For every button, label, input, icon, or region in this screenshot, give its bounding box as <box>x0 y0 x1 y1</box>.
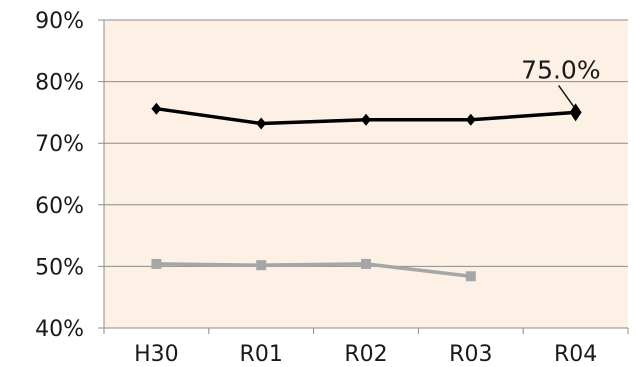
data-point <box>361 113 371 126</box>
data-point <box>465 113 476 126</box>
y-tick-label: 90% <box>35 9 84 34</box>
data-point <box>256 260 267 271</box>
data-point <box>256 117 267 130</box>
x-tick-label: R03 <box>449 342 492 367</box>
annotation-leader-line <box>557 84 575 107</box>
series-line <box>156 262 472 278</box>
data-point <box>151 102 162 115</box>
data-point <box>569 103 582 122</box>
y-tick-label: 70% <box>35 132 84 157</box>
x-tick-label: H30 <box>134 342 179 367</box>
y-tick-label: 40% <box>35 317 84 342</box>
y-tick-label: 50% <box>35 255 84 280</box>
data-point <box>361 258 371 269</box>
x-tick-label: R02 <box>344 342 387 367</box>
labels: 75.0% <box>521 55 601 107</box>
data-point <box>465 271 476 282</box>
axes: 40% 50% 60% 70% 80% 90% H30 R01 R02 R03 R04 <box>35 9 629 367</box>
x-tick-label: R04 <box>554 342 597 367</box>
plot-area <box>104 20 628 328</box>
data-label: 75.0% <box>521 55 600 84</box>
y-tick-label: 80% <box>35 71 84 96</box>
series <box>151 102 582 282</box>
data-point <box>151 258 162 269</box>
y-tick-label: 60% <box>35 194 84 219</box>
x-tick-label: R01 <box>240 342 283 367</box>
